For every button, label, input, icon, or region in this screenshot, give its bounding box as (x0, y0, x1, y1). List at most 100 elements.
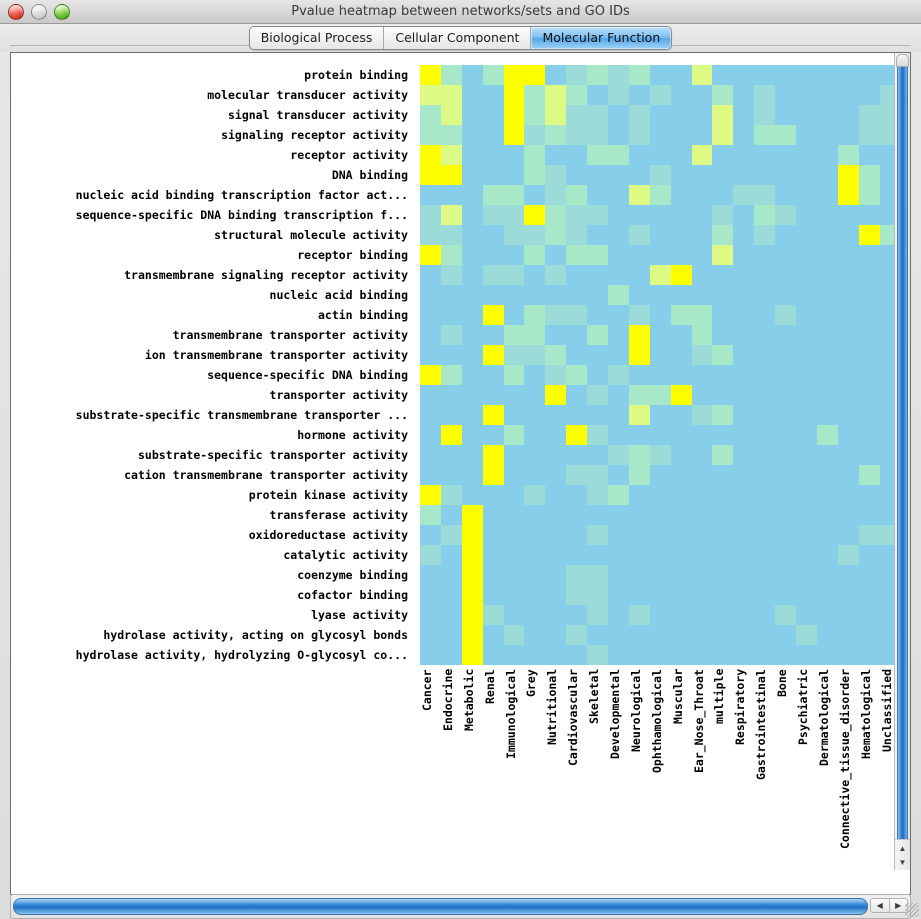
heatmap-cell[interactable] (566, 525, 588, 545)
heatmap-cell[interactable] (545, 65, 567, 85)
heatmap-cell[interactable] (608, 605, 629, 625)
heatmap-cell[interactable] (587, 65, 609, 85)
heatmap-cell[interactable] (775, 285, 797, 305)
heatmap-cell[interactable] (503, 105, 525, 125)
heatmap-cell[interactable] (712, 585, 734, 605)
heatmap-cell[interactable] (566, 645, 588, 665)
heatmap-cell[interactable] (545, 505, 567, 525)
heatmap-cell[interactable] (775, 405, 797, 425)
heatmap-cell[interactable] (796, 465, 817, 485)
heatmap-cell[interactable] (649, 145, 671, 165)
heatmap-cell[interactable] (524, 265, 546, 285)
heatmap-cell[interactable] (440, 165, 462, 185)
heatmap-cell[interactable] (440, 385, 462, 405)
heatmap-cell[interactable] (628, 85, 650, 105)
heatmap-cell[interactable] (837, 625, 859, 645)
heatmap-cell[interactable] (503, 485, 525, 505)
heatmap-cell[interactable] (608, 525, 629, 545)
heatmap-cell[interactable] (796, 525, 817, 545)
heatmap-cell[interactable] (816, 225, 838, 245)
heatmap-cell[interactable] (608, 585, 629, 605)
heatmap-cell[interactable] (649, 445, 671, 465)
heatmap-cell[interactable] (670, 445, 692, 465)
heatmap-cell[interactable] (482, 545, 504, 565)
heatmap-cell[interactable] (712, 185, 734, 205)
heatmap-cell[interactable] (816, 85, 838, 105)
heatmap-cell[interactable] (733, 545, 755, 565)
heatmap-cell[interactable] (816, 125, 838, 145)
heatmap-cell[interactable] (461, 145, 483, 165)
heatmap-cell[interactable] (503, 125, 525, 145)
heatmap-grid[interactable] (420, 65, 901, 665)
heatmap-cell[interactable] (608, 145, 629, 165)
heatmap-cell[interactable] (566, 585, 588, 605)
heatmap-cell[interactable] (816, 205, 838, 225)
heatmap-cell[interactable] (608, 165, 629, 185)
heatmap-cell[interactable] (775, 425, 797, 445)
heatmap-cell[interactable] (775, 505, 797, 525)
heatmap-cell[interactable] (649, 285, 671, 305)
heatmap-cell[interactable] (816, 285, 838, 305)
heatmap-cell[interactable] (649, 245, 671, 265)
heatmap-cell[interactable] (754, 445, 776, 465)
heatmap-cell[interactable] (837, 305, 859, 325)
heatmap-cell[interactable] (461, 405, 483, 425)
heatmap-cell[interactable] (670, 65, 692, 85)
heatmap-cell[interactable] (628, 585, 650, 605)
heatmap-cell[interactable] (670, 105, 692, 125)
heatmap-cell[interactable] (482, 105, 504, 125)
heatmap-cell[interactable] (754, 125, 776, 145)
heatmap-cell[interactable] (858, 265, 880, 285)
heatmap-cell[interactable] (649, 385, 671, 405)
scroll-left-icon[interactable]: ◀ (870, 898, 890, 913)
heatmap-cell[interactable] (712, 245, 734, 265)
heatmap-cell[interactable] (733, 165, 755, 185)
heatmap-cell[interactable] (712, 365, 734, 385)
heatmap-cell[interactable] (733, 245, 755, 265)
heatmap-cell[interactable] (587, 305, 609, 325)
heatmap-cell[interactable] (503, 205, 525, 225)
heatmap-cell[interactable] (503, 525, 525, 545)
heatmap-cell[interactable] (712, 145, 734, 165)
heatmap-cell[interactable] (754, 105, 776, 125)
heatmap-cell[interactable] (691, 485, 713, 505)
heatmap-cell[interactable] (482, 325, 504, 345)
heatmap-cell[interactable] (482, 85, 504, 105)
heatmap-cell[interactable] (837, 525, 859, 545)
heatmap-cell[interactable] (796, 185, 817, 205)
heatmap-cell[interactable] (587, 445, 609, 465)
heatmap-cell[interactable] (837, 505, 859, 525)
heatmap-cell[interactable] (754, 485, 776, 505)
heatmap-cell[interactable] (545, 305, 567, 325)
heatmap-cell[interactable] (566, 405, 588, 425)
heatmap-cell[interactable] (796, 85, 817, 105)
heatmap-cell[interactable] (858, 545, 880, 565)
heatmap-cell[interactable] (733, 125, 755, 145)
heatmap-cell[interactable] (670, 185, 692, 205)
heatmap-cell[interactable] (566, 345, 588, 365)
heatmap-cell[interactable] (858, 625, 880, 645)
heatmap-cell[interactable] (587, 525, 609, 545)
heatmap-cell[interactable] (712, 205, 734, 225)
heatmap-cell[interactable] (775, 85, 797, 105)
heatmap-cell[interactable] (545, 225, 567, 245)
heatmap-cell[interactable] (712, 65, 734, 85)
heatmap-cell[interactable] (461, 65, 483, 85)
heatmap-cell[interactable] (482, 625, 504, 645)
heatmap-cell[interactable] (712, 125, 734, 145)
heatmap-cell[interactable] (754, 405, 776, 425)
heatmap-cell[interactable] (545, 625, 567, 645)
heatmap-cell[interactable] (420, 85, 441, 105)
heatmap-cell[interactable] (733, 605, 755, 625)
heatmap-cell[interactable] (482, 585, 504, 605)
heatmap-cell[interactable] (482, 345, 504, 365)
heatmap-cell[interactable] (420, 565, 441, 585)
heatmap-cell[interactable] (440, 245, 462, 265)
heatmap-cell[interactable] (775, 345, 797, 365)
heatmap-cell[interactable] (816, 305, 838, 325)
heatmap-cell[interactable] (733, 505, 755, 525)
heatmap-cell[interactable] (691, 125, 713, 145)
heatmap-cell[interactable] (670, 365, 692, 385)
heatmap-cell[interactable] (649, 185, 671, 205)
heatmap-cell[interactable] (524, 445, 546, 465)
